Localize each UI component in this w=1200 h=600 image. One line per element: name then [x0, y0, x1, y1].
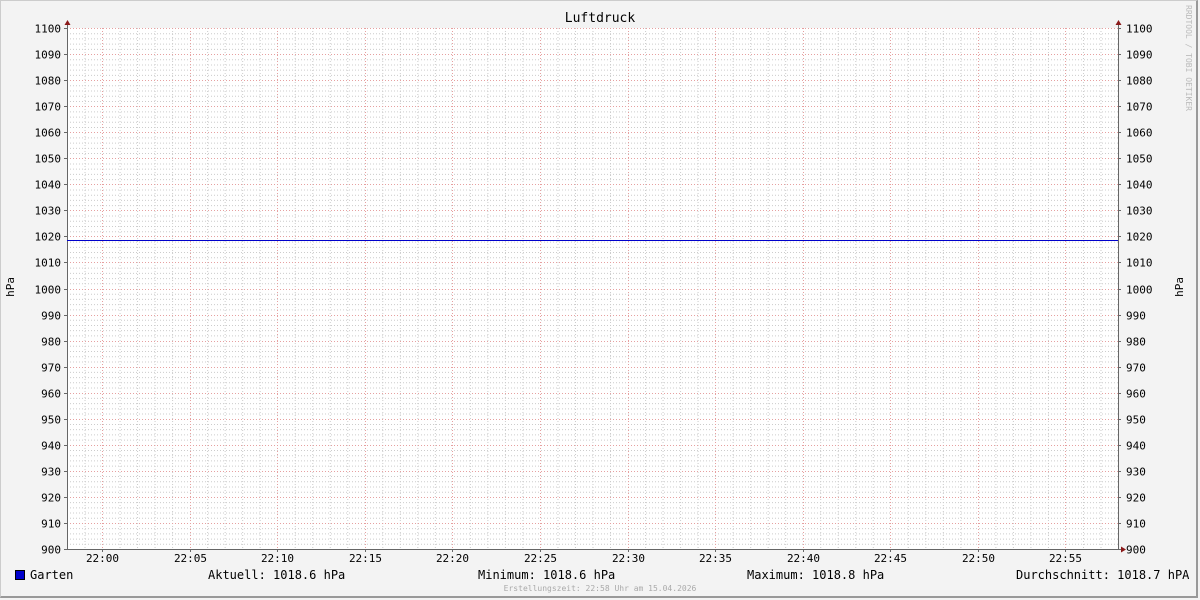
y-tick-label-right: 940	[1126, 440, 1146, 453]
y-tick-label-left: 1090	[35, 49, 62, 62]
y-tick-label-left: 990	[41, 310, 61, 323]
chart-title: Luftdruck	[564, 11, 636, 26]
y-tick-label-left: 1000	[35, 284, 62, 297]
y-tick-label-left: 1060	[35, 127, 62, 140]
x-axis-arrow	[1121, 546, 1126, 553]
y-tick-label-right: 920	[1126, 492, 1146, 505]
y-tick-label-right: 1070	[1126, 101, 1153, 114]
x-tick-label: 22:50	[962, 552, 995, 565]
stat-maximum: Maximum: 1018.8 hPa	[747, 568, 885, 582]
x-tick-label: 22:35	[699, 552, 732, 565]
y-tick-label-right: 1090	[1126, 49, 1153, 62]
y-tick-label-right: 1060	[1126, 127, 1153, 140]
y-tick-label-left: 1010	[35, 257, 62, 270]
y-tick-label-right: 1080	[1126, 75, 1153, 88]
y-tick-label-left: 910	[41, 518, 61, 531]
y-tick-label-right: 990	[1126, 310, 1146, 323]
y-tick-label-right: 1030	[1126, 205, 1153, 218]
y-tick-label-left: 920	[41, 492, 61, 505]
footer-timestamp: Erstellungszeit: 22:58 Uhr am 15.04.2026	[503, 584, 697, 593]
y-tick-label-left: 980	[41, 336, 61, 349]
legend-series-name: Garten	[30, 568, 74, 582]
y-tick-label-left: 1020	[35, 231, 62, 244]
plot-background	[67, 28, 1118, 549]
y-tick-label-right: 1040	[1126, 179, 1153, 192]
stat-minimum: Minimum: 1018.6 hPa	[478, 568, 616, 582]
stat-average: Durchschnitt: 1018.7 hPA	[1016, 568, 1190, 582]
y-tick-label-left: 1030	[35, 205, 62, 218]
y-tick-label-left: 1050	[35, 153, 62, 166]
y-axis-arrow-right	[1115, 20, 1122, 25]
y-tick-label-right: 1000	[1126, 284, 1153, 297]
legend-swatch	[15, 570, 25, 580]
y-tick-label-right: 900	[1126, 544, 1146, 557]
y-tick-label-left: 1040	[35, 179, 62, 192]
y-tick-label-left: 1100	[35, 23, 62, 36]
x-tick-label: 22:40	[787, 552, 820, 565]
y-tick-label-right: 950	[1126, 414, 1146, 427]
y-tick-label-right: 960	[1126, 388, 1146, 401]
y-tick-label-right: 1100	[1126, 23, 1153, 36]
y-tick-label-left: 930	[41, 466, 61, 479]
x-tick-label: 22:00	[86, 552, 119, 565]
y-tick-label-left: 960	[41, 388, 61, 401]
y-tick-label-right: 970	[1126, 362, 1146, 375]
x-tick-label: 22:55	[1049, 552, 1082, 565]
y-tick-label-right: 930	[1126, 466, 1146, 479]
y-tick-label-right: 1010	[1126, 257, 1153, 270]
x-tick-label: 22:25	[524, 552, 557, 565]
y-tick-label-left: 970	[41, 362, 61, 375]
watermark: RRDTOOL / TOBI OETIKER	[1184, 5, 1193, 111]
y-axis-arrow-left	[64, 20, 71, 25]
y-tick-label-left: 940	[41, 440, 61, 453]
y-tick-label-right: 980	[1126, 336, 1146, 349]
y-tick-label-right: 1020	[1126, 231, 1153, 244]
x-tick-label: 22:30	[612, 552, 645, 565]
y-tick-label-left: 1080	[35, 75, 62, 88]
stat-current: Aktuell: 1018.6 hPa	[208, 568, 346, 582]
x-tick-label: 22:45	[874, 552, 907, 565]
y-tick-label-left: 1070	[35, 101, 62, 114]
x-tick-label: 22:10	[261, 552, 294, 565]
x-tick-label: 22:15	[349, 552, 382, 565]
y-tick-label-right: 1050	[1126, 153, 1153, 166]
y-tick-label-left: 900	[41, 544, 61, 557]
y-tick-label-right: 910	[1126, 518, 1146, 531]
y-tick-label-left: 950	[41, 414, 61, 427]
x-tick-label: 22:05	[174, 552, 207, 565]
x-tick-label: 22:20	[436, 552, 469, 565]
